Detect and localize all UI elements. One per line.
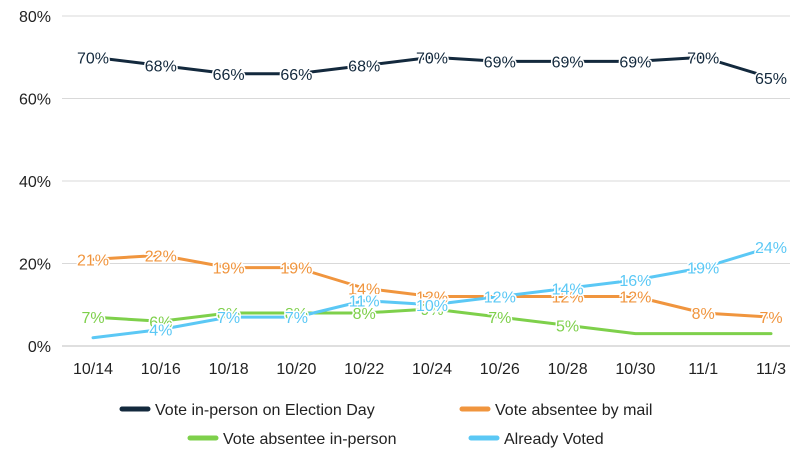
x-tick-label: 11/3: [756, 361, 786, 378]
x-tick-label: 10/26: [480, 361, 520, 378]
x-tick-label: 10/18: [209, 361, 249, 378]
data-label: 8%: [285, 306, 308, 323]
data-label: 7%: [759, 310, 782, 327]
series-line: [91, 245, 773, 340]
data-label: 7%: [217, 310, 240, 327]
data-label: 5%: [556, 318, 579, 335]
grid-layer: [62, 15, 790, 347]
data-label: 8%: [217, 306, 240, 323]
data-label: 16%: [619, 273, 651, 290]
data-label: 19%: [687, 261, 719, 278]
data-label: 22%: [145, 248, 177, 265]
axis-layer: 0% 20% 40% 60% 80% 10/14 10/16 10/18 10/20 10/22 1…: [19, 9, 786, 378]
data-label: 68%: [348, 59, 380, 76]
x-tick-label: 10/28: [548, 361, 588, 378]
x-tick-label: 10/20: [276, 361, 316, 378]
data-label: 11%: [349, 294, 380, 311]
data-label: 10%: [416, 298, 448, 315]
data-label: 70%: [416, 50, 448, 67]
legend-label: Already Voted: [504, 431, 604, 448]
legend: Vote in-person on Election Day Vote absen…: [119, 402, 652, 448]
series-line: [91, 307, 773, 336]
x-tick-label: 10/16: [141, 361, 181, 378]
legend-label: Vote absentee in-person: [223, 431, 396, 448]
x-tick-label: 10/30: [615, 361, 655, 378]
data-label: 19%: [213, 261, 245, 278]
data-label: 14%: [348, 281, 380, 298]
data-label: 7%: [81, 310, 104, 327]
data-label: 21%: [77, 252, 109, 269]
legend-label: Vote absentee by mail: [495, 402, 652, 419]
data-label: 7%: [488, 310, 511, 327]
y-tick-label: 80%: [19, 9, 51, 26]
data-label: 19%: [280, 261, 312, 278]
data-label: 12%: [619, 290, 651, 307]
x-tick-label: 10/14: [73, 361, 113, 378]
y-tick-label: 40%: [19, 174, 51, 191]
data-label: 14%: [552, 281, 584, 298]
data-label: 69%: [484, 54, 516, 71]
data-label: 24%: [755, 240, 787, 257]
data-label: 9%: [420, 302, 443, 319]
data-label: 8%: [692, 306, 715, 323]
data-label: 6%: [149, 314, 172, 331]
data-label: 7%: [285, 310, 308, 327]
data-label: 12%: [416, 290, 448, 307]
data-label: 65%: [755, 71, 787, 88]
data-label: 68%: [145, 59, 177, 76]
x-tick-label: 10/22: [344, 361, 384, 378]
x-tick-label: 11/1: [688, 361, 718, 378]
series-layer: [91, 55, 773, 340]
y-tick-label: 20%: [19, 257, 51, 274]
legend-label: Vote in-person on Election Day: [155, 402, 375, 419]
data-label: 66%: [213, 67, 245, 84]
data-label: 4%: [149, 323, 172, 340]
data-label: 8%: [353, 306, 376, 323]
data-label: 12%: [484, 290, 516, 307]
data-label: 70%: [77, 50, 109, 67]
data-label: 70%: [687, 50, 719, 67]
data-label: 69%: [552, 54, 584, 71]
data-label: 69%: [619, 54, 651, 71]
data-label-layer: 70% 68% 66% 66% 68% 70% 69% 69% 69% 70% 65% 21% 22% 1…: [75, 49, 788, 341]
data-label: 12%: [552, 290, 584, 307]
data-label: 66%: [280, 67, 312, 84]
data-label: 12%: [484, 290, 516, 307]
series-line: [91, 55, 773, 80]
series-line: [91, 253, 773, 319]
y-tick-label: 60%: [19, 92, 51, 109]
y-tick-label: 0%: [28, 339, 51, 356]
x-tick-label: 10/24: [412, 361, 452, 378]
